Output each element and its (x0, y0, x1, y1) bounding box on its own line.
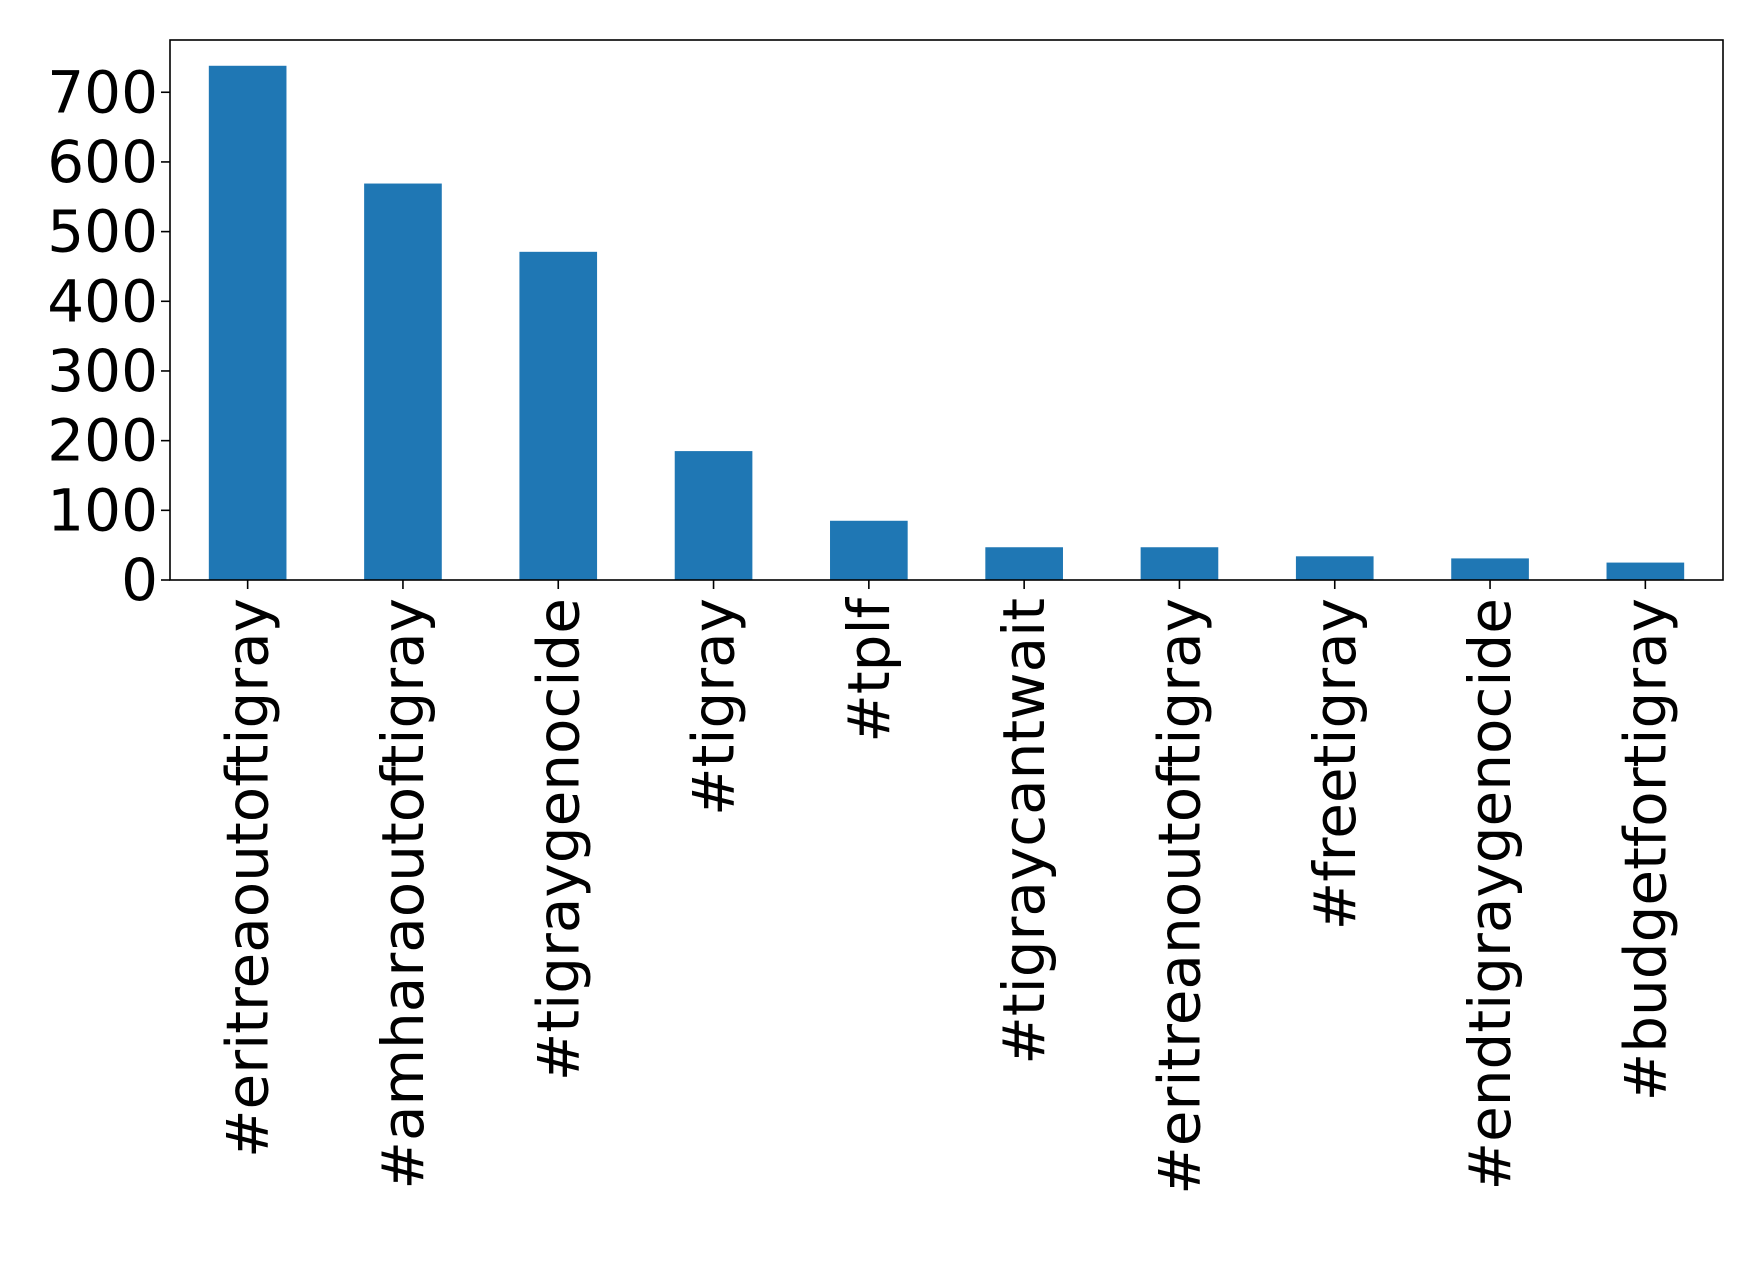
x-tick-label: #tplf (835, 596, 903, 742)
x-tick-label: #eritreanoutoftigray (1145, 598, 1213, 1195)
x-tick-label: #endtigraygenocide (1456, 598, 1524, 1191)
x-tick-label: #tigraygenocide (524, 598, 592, 1081)
y-tick-label: 100 (47, 476, 158, 544)
x-tick-label: #freetigray (1301, 598, 1369, 930)
bar (1606, 562, 1685, 580)
bar (674, 451, 753, 580)
bar (1140, 547, 1219, 580)
y-tick-label: 500 (47, 198, 158, 266)
x-tick-label: #tigray (680, 598, 748, 816)
bar (1295, 556, 1374, 580)
bar (208, 65, 287, 580)
bar (1451, 558, 1529, 580)
y-tick-label: 200 (47, 407, 158, 475)
bar (364, 183, 442, 581)
y-tick-label: 0 (121, 546, 158, 614)
bar (985, 547, 1063, 580)
bar (830, 520, 908, 580)
x-tick-label: #eritreaoutoftigray (214, 598, 282, 1158)
x-axis: #eritreaoutoftigray #amharaoutoftigray #ti… (214, 580, 1679, 1195)
y-tick-label: 300 (47, 337, 158, 405)
bars-layer (208, 65, 1685, 581)
bar (519, 251, 598, 580)
plot-frame (169, 39, 1724, 581)
x-tick-label: #amharaoutoftigray (369, 598, 437, 1190)
y-tick-label: 700 (47, 58, 158, 126)
y-tick-label: 400 (47, 267, 158, 335)
y-tick-label: 600 (47, 128, 158, 196)
x-tick-label: #budgetfortigray (1611, 598, 1679, 1101)
x-tick-label: #tigraycantwait (990, 598, 1058, 1065)
